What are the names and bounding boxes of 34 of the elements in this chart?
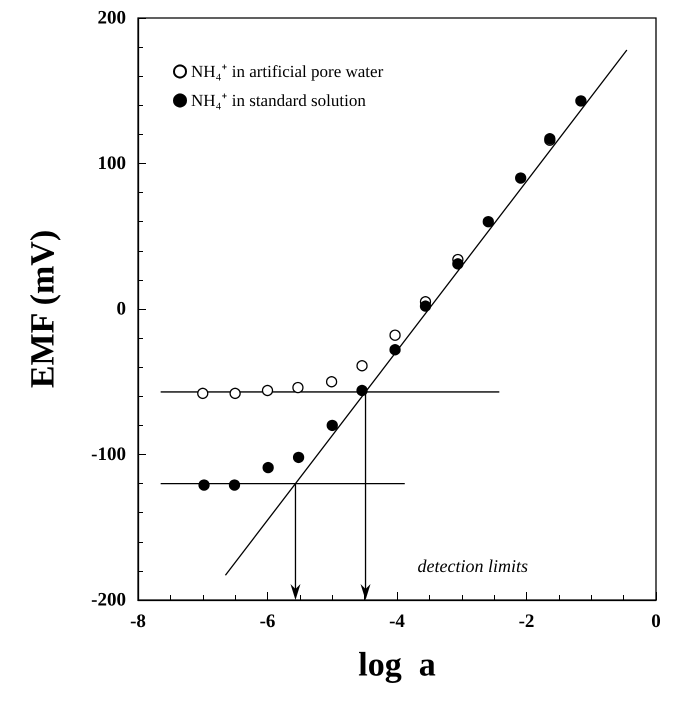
point xyxy=(292,452,304,464)
x-axis-title: log a xyxy=(358,646,436,684)
point xyxy=(575,95,587,107)
point xyxy=(420,300,432,312)
annotation: detection limits xyxy=(418,556,528,576)
y-tick-label: 100 xyxy=(98,153,126,174)
x-tick-label: -4 xyxy=(389,611,406,632)
y-tick-label: 200 xyxy=(98,8,126,28)
point xyxy=(229,388,241,400)
point xyxy=(389,330,401,341)
point xyxy=(228,479,240,491)
y-tick-label: -100 xyxy=(91,444,126,465)
legend-label: NH₄⁺ in artificial pore water xyxy=(191,62,384,81)
point xyxy=(326,420,338,432)
legend-label: NH₄⁺ in standard solution xyxy=(191,91,366,110)
point xyxy=(356,384,368,396)
x-tick-label: 0 xyxy=(651,611,661,632)
y-tick-label: -200 xyxy=(91,590,126,610)
x-tick-label: -6 xyxy=(260,611,276,632)
y-tick-label: 0 xyxy=(116,298,126,320)
point xyxy=(198,479,210,491)
x-tick-label: -8 xyxy=(130,611,146,632)
point xyxy=(515,172,526,184)
point xyxy=(482,216,494,228)
point xyxy=(452,258,464,270)
point xyxy=(389,344,401,356)
point xyxy=(197,388,208,400)
point xyxy=(356,360,368,372)
point xyxy=(326,376,338,388)
point xyxy=(262,462,274,474)
point xyxy=(262,384,274,396)
y-axis-title: EMF (mV) xyxy=(24,230,62,388)
x-tick-label: -2 xyxy=(518,611,534,632)
point xyxy=(292,382,304,394)
